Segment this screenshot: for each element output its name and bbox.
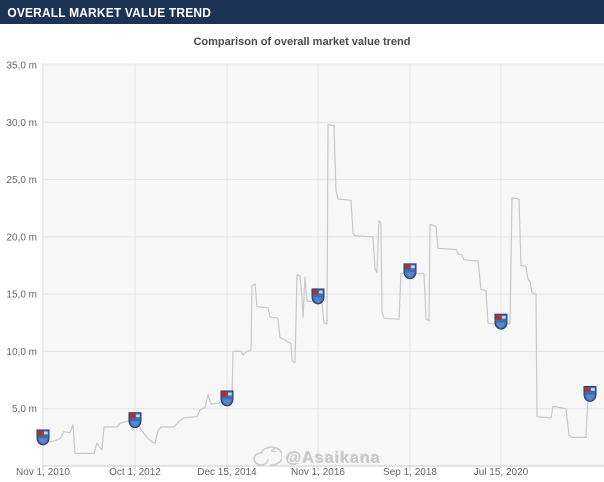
x-axis-label: Oct 1, 2012 [109, 467, 161, 478]
x-axis-label: Sep 1, 2018 [383, 467, 437, 478]
y-axis-label: 25,0 m [6, 175, 37, 186]
chart-title: Comparison of overall market value trend [193, 36, 411, 48]
x-axis-label: Dec 15, 2014 [197, 467, 257, 478]
page-title: OVERALL MARKET VALUE TREND [7, 4, 212, 20]
y-axis-label: 15,0 m [6, 290, 37, 301]
club-crest-icon[interactable] [36, 429, 50, 446]
x-axis-label: Jul 15, 2020 [474, 467, 529, 478]
club-crest-icon[interactable] [583, 385, 597, 402]
y-axis-label: 30,0 m [6, 118, 37, 129]
x-axis-label: Nov 1, 2010 [16, 467, 70, 478]
club-crest-icon[interactable] [128, 412, 142, 429]
plot-area [42, 63, 604, 466]
y-axis-label: 5,0 m [12, 404, 37, 415]
header-bar: OVERALL MARKET VALUE TREND [0, 0, 604, 24]
y-axis-label: 20,0 m [6, 232, 37, 243]
y-axis-label: 10,0 m [6, 347, 37, 358]
club-crest-icon[interactable] [220, 390, 234, 407]
club-crest-icon[interactable] [403, 263, 417, 280]
series-line [41, 123, 598, 454]
club-crest-icon[interactable] [311, 288, 325, 305]
y-axis-label: 35,0 m [6, 61, 37, 72]
x-axis-label: Nov 1, 2016 [291, 467, 345, 478]
club-crest-icon[interactable] [494, 313, 508, 330]
